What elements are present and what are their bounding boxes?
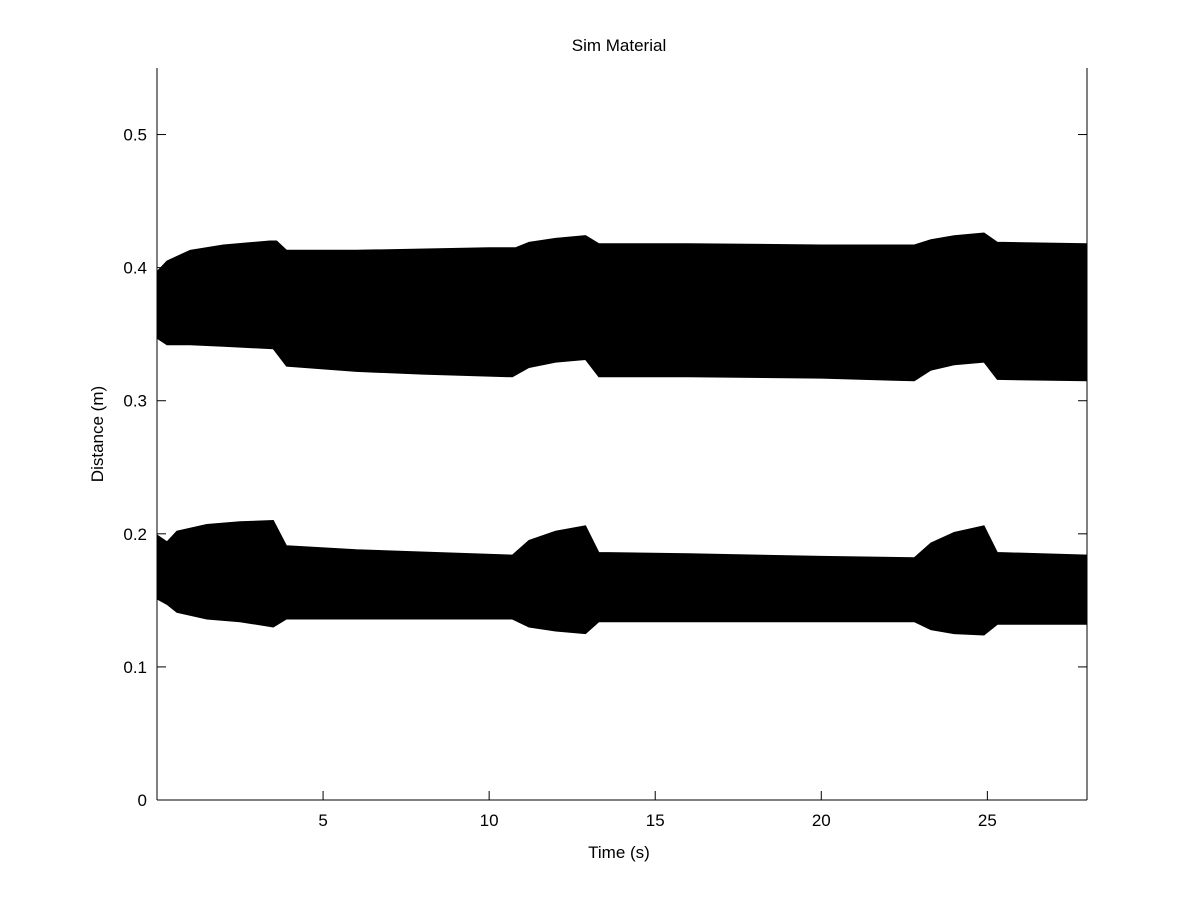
x-axis-label: Time (s): [588, 843, 650, 862]
y-tick-label: 0.4: [123, 259, 147, 278]
chart-title: Sim Material: [572, 36, 666, 55]
y-tick-label: 0.3: [123, 392, 147, 411]
axes: 5 10 15 20 25 0 0.1 0.2 0.3 0.4 0.5: [123, 68, 1088, 830]
x-tick-label: 15: [646, 811, 665, 830]
x-tick-label: 10: [480, 811, 499, 830]
x-tick-label: 5: [318, 811, 327, 830]
x-tick-label: 20: [812, 811, 831, 830]
y-tick-label: 0.5: [123, 126, 147, 145]
data-bands: [156, 232, 1088, 636]
y-axis-label: Distance (m): [88, 386, 107, 482]
data-band-1: [156, 232, 1088, 382]
y-tick-label: 0: [138, 791, 147, 810]
y-tick-label: 0.1: [123, 658, 147, 677]
x-tick-label: 25: [978, 811, 997, 830]
y-tick-label: 0.2: [123, 525, 147, 544]
